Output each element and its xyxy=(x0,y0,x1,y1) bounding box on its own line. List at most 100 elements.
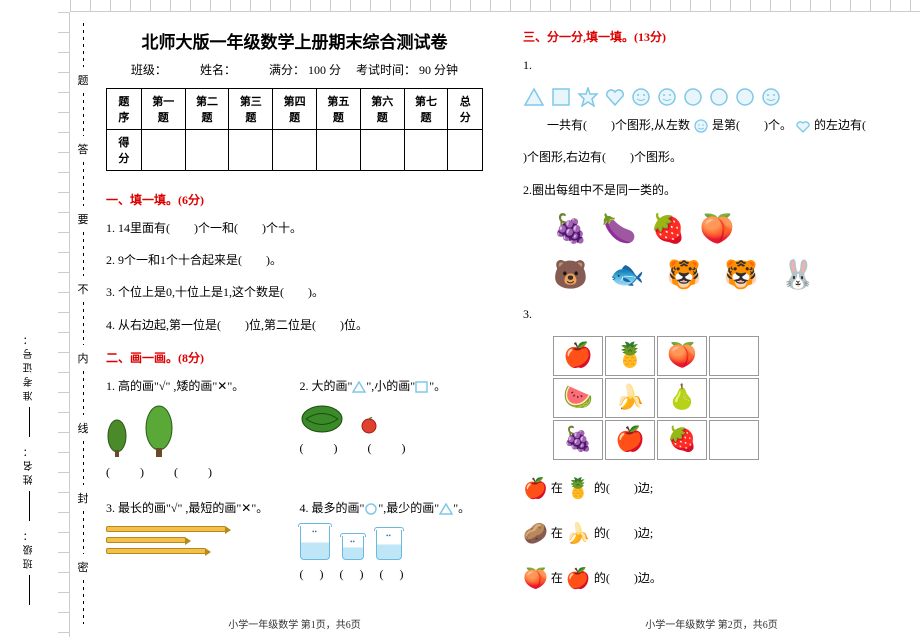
answer-blanks: ( ) ( ) ( ) xyxy=(300,565,484,584)
tiger-icon: 🐯 xyxy=(724,258,759,292)
binding-label-name: 姓名： xyxy=(22,443,37,485)
table-score-row: 得分 xyxy=(107,130,483,171)
page-2: 三、分一分,填一填。(13分) 1. 一共有( )个图形,从左数 是第( )个。… xyxy=(513,18,910,631)
square-icon xyxy=(415,381,429,393)
row-header: 得分 xyxy=(107,130,142,171)
pencil-icon xyxy=(106,537,186,543)
tree-big-icon xyxy=(144,404,174,458)
exam-subtitle: 班级： 姓名： 满分： 100 分 考试时间： 90 分钟 xyxy=(106,61,483,78)
grid-cell: 🍍 xyxy=(605,336,655,376)
grid-cell: 🍎 xyxy=(605,420,655,460)
grid-cell xyxy=(709,378,759,418)
exam-title: 北师大版一年级数学上册期末综合测试卷 xyxy=(106,28,483,53)
beaker-icon: •• xyxy=(300,526,330,560)
grid-cell xyxy=(709,336,759,376)
circle-icon xyxy=(709,87,729,107)
group-2b: 🐻 🐟 🐯 🐯 🐰 xyxy=(553,258,900,292)
q3-3-line2: 🥔 在 🍌 的( )边; xyxy=(523,518,900,550)
fruit-grid: 🍎 🍍 🍑 🍉 🍌 🍐 🍇 🍎 🍓 xyxy=(553,336,900,460)
q3-3: 3. xyxy=(523,305,900,324)
beaker-icon: •• xyxy=(376,530,402,560)
beaker-icon: •• xyxy=(342,536,364,560)
triangle-icon xyxy=(352,381,366,393)
table-header-row: 题序 第一题 第二题 第三题 第四题 第五题 第六题 第七题 总分 xyxy=(107,89,483,130)
beakers-row: •• •• •• xyxy=(300,526,484,560)
smiley-icon xyxy=(657,87,677,107)
square-icon xyxy=(551,87,571,107)
seal-line: 题 答 要 不 内 线 封 密 xyxy=(76,20,90,627)
pencils-group xyxy=(106,526,290,554)
star-icon xyxy=(577,87,599,107)
binding-line xyxy=(29,575,30,605)
circle-icon xyxy=(735,87,755,107)
q2-3: 3. 最长的画"√" ,最短的画"✕"。 xyxy=(106,499,290,518)
triangle-icon xyxy=(439,503,453,515)
pencil-icon xyxy=(106,526,226,532)
grid-cell: 🍎 xyxy=(553,336,603,376)
q2-4: 4. 最多的画"",最少的画""。 xyxy=(300,499,484,518)
peach-icon: 🍑 xyxy=(700,212,735,246)
q1-1: 1. 14里面有( )个一和( )个十。 xyxy=(106,219,483,238)
circle-icon xyxy=(683,87,703,107)
smiley-icon xyxy=(761,87,781,107)
ruler-top xyxy=(70,0,920,12)
melons-row xyxy=(300,404,484,434)
binding-line xyxy=(29,407,30,437)
grid-cell: 🍇 xyxy=(553,420,603,460)
apple-icon: 🍎 xyxy=(566,568,591,590)
circle-icon xyxy=(364,503,378,515)
pineapple-icon: 🍍 xyxy=(566,478,591,500)
binding-label-examno: 准考证号： xyxy=(22,331,37,401)
page-1: 北师大版一年级数学上册期末综合测试卷 班级： 姓名： 满分： 100 分 考试时… xyxy=(96,18,493,631)
q2-1: 1. 高的画"√" ,矮的画"✕"。 xyxy=(106,377,290,396)
answer-blanks: ( ) ( ) xyxy=(300,439,484,458)
apple-icon: 🍎 xyxy=(523,478,548,500)
page-2-footer: 小学一年级数学 第2页，共6页 xyxy=(513,616,910,631)
smiley-icon xyxy=(693,119,709,133)
pages-container: 北师大版一年级数学上册期末综合测试卷 班级： 姓名： 满分： 100 分 考试时… xyxy=(96,18,910,631)
group-2a: 🍇 🍆 🍓 🍑 xyxy=(553,212,900,246)
q2-2: 2. 大的画"",小的画""。 xyxy=(300,377,484,396)
q3-1: 1. xyxy=(523,56,900,75)
apple-small-icon xyxy=(360,416,378,434)
q1-4: 4. 从右边起,第一位是( )位,第二位是( )位。 xyxy=(106,316,483,335)
rabbit-icon: 🐰 xyxy=(781,258,816,292)
score-table: 题序 第一题 第二题 第三题 第四题 第五题 第六题 第七题 总分 得分 xyxy=(106,88,483,171)
peach-icon: 🍑 xyxy=(523,568,548,590)
page-1-footer: 小学一年级数学 第1页，共6页 xyxy=(96,616,493,631)
grape-icon: 🍇 xyxy=(553,212,588,246)
tiger-icon: 🐯 xyxy=(667,258,702,292)
section-1-header: 一、填一填。(6分) xyxy=(106,191,483,208)
q1-3: 3. 个位上是0,十位上是1,这个数是( )。 xyxy=(106,283,483,302)
grid-cell: 🍑 xyxy=(657,336,707,376)
bear-icon: 🐻 xyxy=(553,258,588,292)
binding-column: 准考证号： 姓名： 班级： xyxy=(0,0,58,637)
section-3-header: 三、分一分,填一填。(13分) xyxy=(523,28,900,45)
watermelon-big-icon xyxy=(300,404,344,434)
heart-icon xyxy=(605,87,625,107)
q1-2: 2. 9个一和1个十合起来是( )。 xyxy=(106,251,483,270)
q3-1-text2: )个图形,右边有( )个图形。 xyxy=(523,148,900,167)
shapes-sequence xyxy=(523,87,900,107)
q3-3-line3: 🍑 在 🍎 的( )边。 xyxy=(523,563,900,595)
answer-blanks: ( ) ( ) xyxy=(106,463,290,482)
binding-label-class: 班级： xyxy=(22,527,37,569)
grid-cell xyxy=(709,420,759,460)
tree-small-icon xyxy=(106,418,128,458)
pencil-icon xyxy=(106,548,206,554)
q3-1-text: 一共有( )个图形,从左数 是第( )个。 的左边有( xyxy=(523,116,900,135)
heart-icon xyxy=(795,119,811,133)
row-header: 题序 xyxy=(107,89,142,130)
smiley-icon xyxy=(631,87,651,107)
grid-cell: 🍓 xyxy=(657,420,707,460)
grid-cell: 🍌 xyxy=(605,378,655,418)
grid-cell: 🍐 xyxy=(657,378,707,418)
q3-3-line1: 🍎 在 🍍 的( )边; xyxy=(523,473,900,505)
fish-icon: 🐟 xyxy=(610,258,645,292)
ruler-left xyxy=(58,12,70,637)
grid-cell: 🍉 xyxy=(553,378,603,418)
q3-2: 2.圈出每组中不是同一类的。 xyxy=(523,181,900,200)
potato-icon: 🥔 xyxy=(523,523,548,545)
strawberry-icon: 🍓 xyxy=(651,212,686,246)
section-2-header: 二、画一画。(8分) xyxy=(106,349,483,366)
